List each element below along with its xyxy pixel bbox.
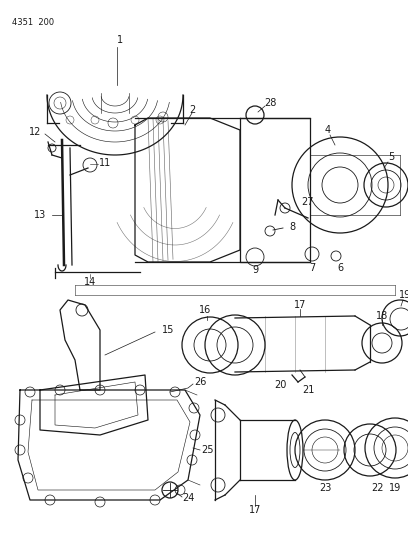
Text: 23: 23 xyxy=(319,483,331,493)
Text: 15: 15 xyxy=(162,325,174,335)
Text: 27: 27 xyxy=(302,197,314,207)
Text: 4351  200: 4351 200 xyxy=(12,18,54,27)
Text: 18: 18 xyxy=(376,311,388,321)
Text: 17: 17 xyxy=(249,505,261,515)
Text: 19: 19 xyxy=(389,483,401,493)
Text: 12: 12 xyxy=(29,127,41,137)
Text: 13: 13 xyxy=(34,210,46,220)
Text: 8: 8 xyxy=(289,222,295,232)
Text: 19: 19 xyxy=(399,290,408,300)
Text: 7: 7 xyxy=(309,263,315,273)
Text: 16: 16 xyxy=(199,305,211,315)
Text: 1: 1 xyxy=(117,35,123,45)
Text: 5: 5 xyxy=(388,152,394,162)
Text: 6: 6 xyxy=(337,263,343,273)
Text: 17: 17 xyxy=(294,300,306,310)
Text: 28: 28 xyxy=(264,98,276,108)
Text: 22: 22 xyxy=(372,483,384,493)
Text: 20: 20 xyxy=(274,380,286,390)
Text: 21: 21 xyxy=(302,385,314,395)
Text: 4: 4 xyxy=(325,125,331,135)
Text: 2: 2 xyxy=(189,105,195,115)
Text: 26: 26 xyxy=(194,377,206,387)
Text: 24: 24 xyxy=(182,493,194,503)
Text: 25: 25 xyxy=(202,445,214,455)
Text: 14: 14 xyxy=(84,277,96,287)
Text: 9: 9 xyxy=(252,265,258,275)
Text: 11: 11 xyxy=(99,158,111,168)
